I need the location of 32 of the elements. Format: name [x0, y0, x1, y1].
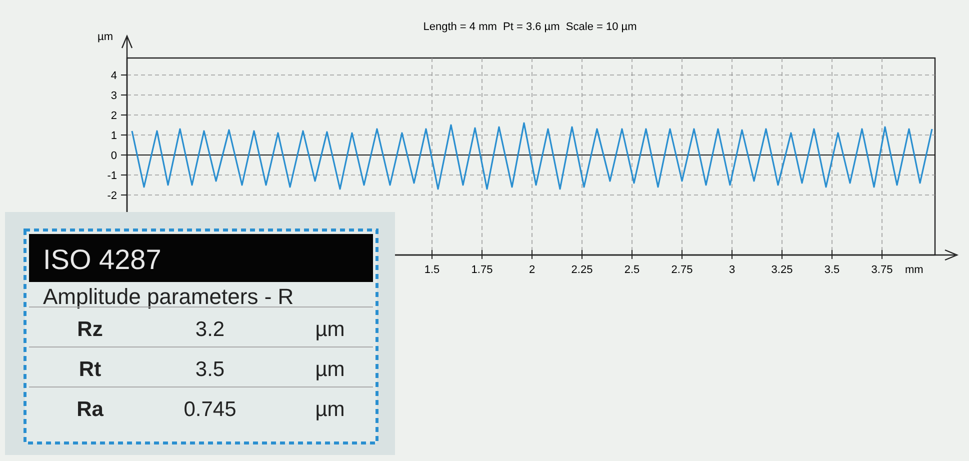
data-label: 3.5 [195, 358, 225, 381]
text: Amplitude parameters - R [43, 284, 294, 309]
x-tick-label: 3.75 [871, 264, 893, 276]
y-axis-title: µm [97, 30, 113, 43]
x-tick-label: 2.75 [671, 264, 693, 276]
x-tick-label: 3.5 [824, 264, 840, 276]
text: ISO 4287 [43, 244, 162, 275]
x-tick-label: 1.75 [471, 264, 493, 276]
line-series [131, 122, 933, 190]
category-label: Rt [78, 358, 102, 381]
x-tick-label: 2.5 [624, 264, 640, 276]
x-tick-label: 3.25 [771, 264, 793, 276]
y-tick-label: 0 [110, 150, 117, 162]
y-tick-label: -2 [107, 190, 117, 202]
chart-title: Length = 4 mm Pt = 3.6 µm Scale = 10 µm [423, 21, 637, 33]
x-tick-label: 2 [528, 264, 536, 276]
text: µm [315, 398, 345, 421]
x-tick-label: 2.25 [571, 264, 593, 276]
x-tick-label: 3 [728, 264, 736, 276]
data-label: 3.2 [195, 318, 225, 341]
category-label: Rz [77, 318, 103, 341]
category-label: Ra [76, 398, 104, 421]
y-tick-label: 1 [110, 130, 117, 142]
data-label: 0.745 [184, 398, 236, 421]
y-tick-label: -1 [107, 170, 117, 182]
y-tick-label: 2 [110, 110, 117, 122]
text: µm [315, 318, 345, 341]
text: µm [315, 358, 345, 381]
y-tick-label: 3 [110, 90, 117, 102]
y-tick-label: 4 [110, 70, 117, 82]
x-tick-label: 1.5 [424, 264, 440, 276]
x-axis-title: mm [905, 264, 924, 276]
